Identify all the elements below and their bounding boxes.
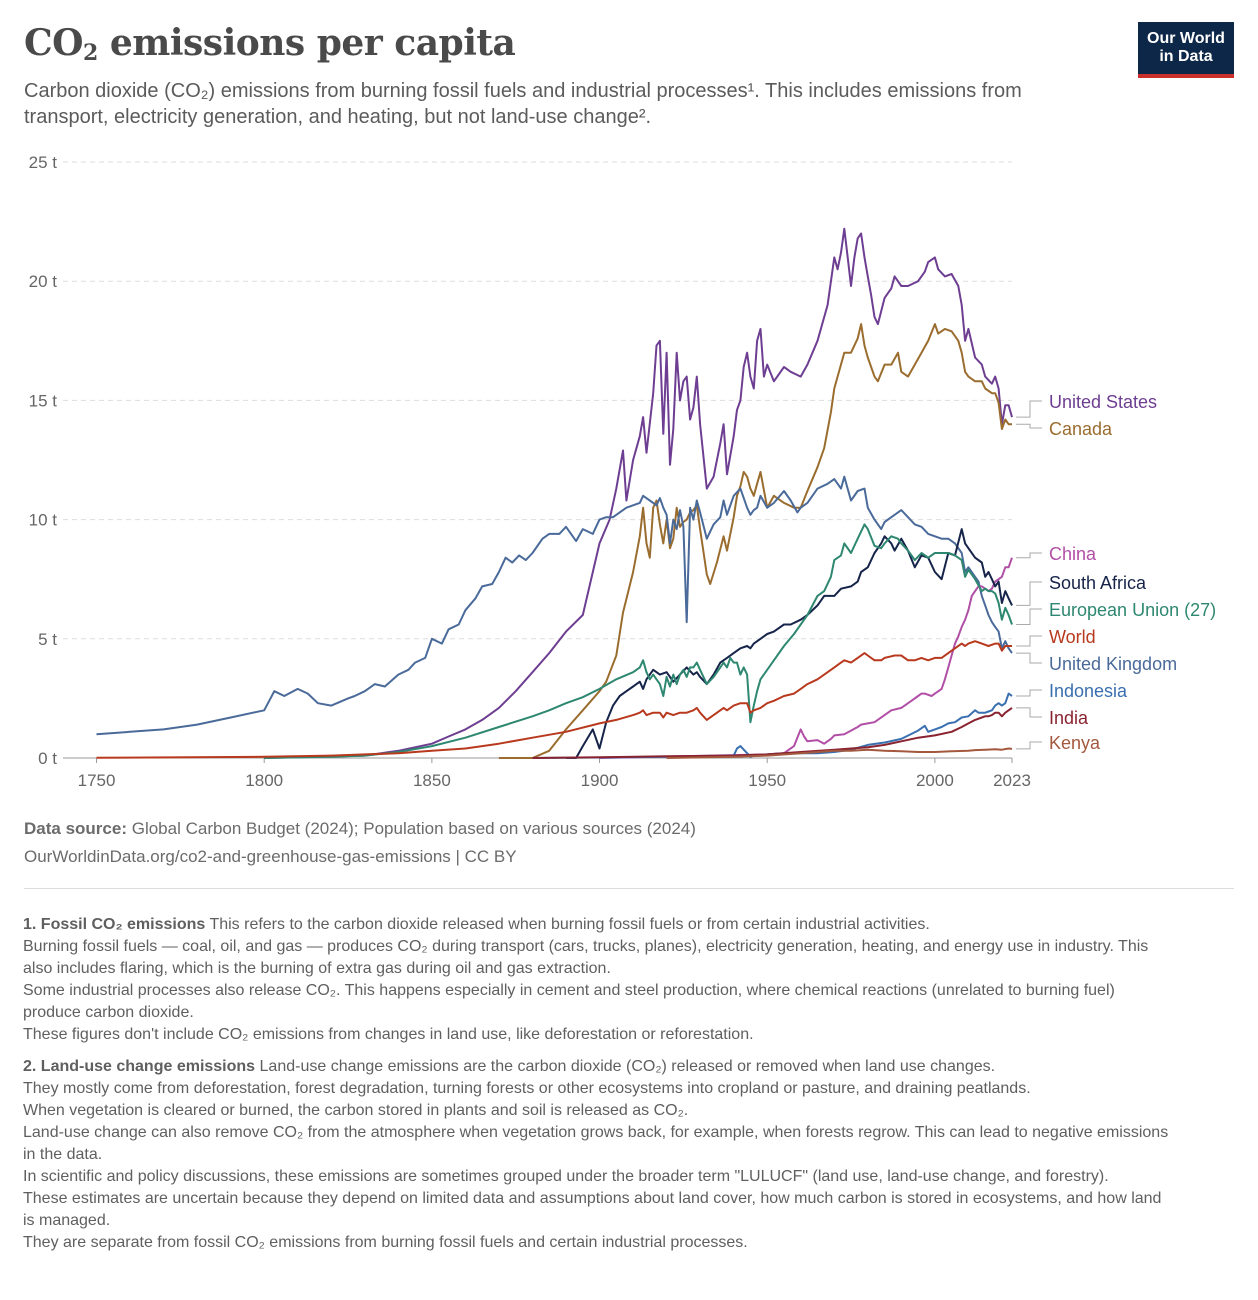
footnotes: 1. Fossil CO₂ emissions This refers to t… [23, 914, 1173, 1254]
x-tick-label: 1950 [748, 771, 786, 790]
x-tick-label: 2000 [916, 771, 954, 790]
note-2-line: They mostly come from deforestation, for… [23, 1080, 1031, 1097]
series-line-united-kingdom[interactable] [96, 475, 1013, 736]
note-1-line: Some industrial processes also release C… [23, 982, 1115, 1021]
series-line-european-union-27[interactable] [264, 523, 1013, 759]
series-label[interactable]: Canada [1049, 419, 1113, 439]
label-connector [1016, 581, 1042, 606]
chart-subtitle: Carbon dioxide (CO₂) emissions from burn… [24, 80, 1022, 128]
label-connector [1016, 635, 1042, 647]
y-tick-label: 25 t [29, 153, 58, 172]
note-2-line: These estimates are uncertain because th… [23, 1190, 1162, 1229]
y-tick-label: 20 t [29, 272, 58, 291]
series-line-india[interactable] [532, 707, 1013, 759]
x-tick-label: 1850 [413, 771, 451, 790]
label-connector [1016, 689, 1042, 697]
note-1-line: Burning fossil fuels — coal, oil, and ga… [23, 938, 1149, 977]
note-2-title: 2. Land-use change emissions [23, 1058, 256, 1075]
owid-logo[interactable]: Our World in Data [1138, 22, 1234, 78]
label-connector [1016, 741, 1042, 750]
label-connector [1016, 652, 1042, 664]
series-end-labels: United States Canada China South Africa Euro… [1016, 392, 1216, 753]
note-2-line: 2. Land-use change emissions Land-use ch… [23, 1058, 996, 1075]
data-source: Data source: Global Carbon Budget (2024)… [24, 815, 696, 871]
note-2-line: Land-use change can also remove CO₂ from… [23, 1124, 1169, 1163]
logo-line-2: in Data [1159, 48, 1213, 65]
series-lines [96, 227, 1013, 759]
series-label[interactable]: World [1049, 627, 1096, 647]
note-2-line: They are separate from fossil CO₂ emissi… [23, 1234, 748, 1251]
label-connector [1016, 400, 1042, 418]
source-text: Global Carbon Budget (2024); Population … [131, 819, 696, 838]
note-1-line: These figures don't include CO₂ emission… [23, 1026, 754, 1043]
footer-divider [24, 888, 1234, 889]
label-connector [1016, 552, 1042, 559]
note-1-title: 1. Fossil CO₂ emissions [23, 916, 206, 933]
series-line-south-africa[interactable] [566, 528, 1013, 759]
series-line-china[interactable] [599, 557, 1013, 759]
y-tick-label: 5 t [38, 630, 57, 649]
y-tick-label: 10 t [29, 511, 58, 530]
series-label[interactable]: United States [1049, 392, 1157, 412]
series-line-united-states[interactable] [264, 227, 1013, 759]
y-tick-label: 0 t [38, 749, 57, 768]
series-label[interactable]: Indonesia [1049, 681, 1128, 701]
y-axis: 0 t 5 t 10 t 15 t 20 t 25 t [29, 153, 58, 768]
series-label[interactable]: European Union (27) [1049, 600, 1216, 620]
label-connector [1016, 423, 1042, 429]
series-label[interactable]: United Kingdom [1049, 654, 1177, 674]
source-label: Data source: [24, 819, 127, 838]
y-grid [63, 161, 1012, 640]
logo-line-1: Our World [1147, 30, 1225, 47]
x-tick-label: 1750 [78, 771, 116, 790]
series-line-world[interactable] [96, 640, 1013, 759]
label-connector [1016, 608, 1042, 625]
series-label[interactable]: India [1049, 708, 1089, 728]
label-connector [1016, 707, 1042, 718]
series-line-kenya[interactable] [666, 747, 1013, 759]
series-label[interactable]: China [1049, 544, 1097, 564]
source-url[interactable]: OurWorldinData.org/co2-and-greenhouse-ga… [24, 847, 517, 866]
x-tick-label: 1800 [245, 771, 283, 790]
series-label[interactable]: Kenya [1049, 733, 1101, 753]
x-tick-label: 1900 [581, 771, 619, 790]
line-chart: 0 t5 t10 t15 t20 t25 t 1750 1800 1850 1900 1… [29, 153, 1216, 790]
note-2-line: When vegetation is cleared or burned, th… [23, 1102, 689, 1119]
x-tick-label: 2023 [993, 771, 1031, 790]
x-axis: 1750 1800 1850 1900 1950 2000 2023 [63, 757, 1031, 790]
note-1-line: 1. Fossil CO₂ emissions This refers to t… [23, 916, 930, 933]
chart-title: CO2 emissions per capita [24, 22, 516, 66]
y-tick-label: 15 t [29, 391, 58, 410]
series-label[interactable]: South Africa [1049, 573, 1147, 593]
note-2-line: In scientific and policy discussions, th… [23, 1168, 1109, 1185]
